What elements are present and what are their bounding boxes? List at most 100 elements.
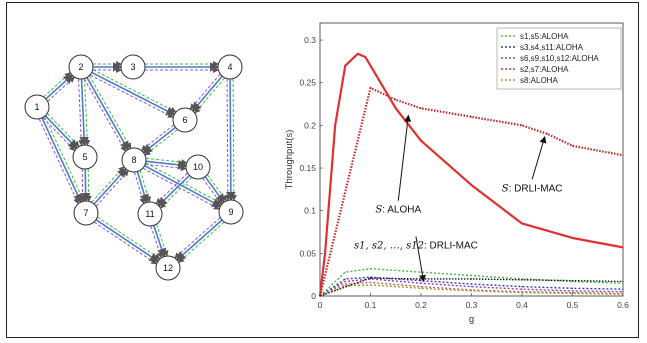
series-point-7 xyxy=(622,280,624,283)
series-point-0 xyxy=(571,237,574,239)
series-point-5 xyxy=(571,291,574,294)
series-point-7 xyxy=(369,277,372,279)
edge-8-10 xyxy=(145,157,188,172)
series-point-1 xyxy=(420,107,422,109)
series-point-3 xyxy=(571,287,574,289)
series-point-3 xyxy=(420,280,422,282)
edge-4-6 xyxy=(189,73,225,114)
series-point-1 xyxy=(546,133,548,135)
edge-10-11 xyxy=(155,172,192,209)
edge-2-6 xyxy=(90,69,177,118)
annotation-arrow-0 xyxy=(397,114,412,201)
node-8: 8 xyxy=(121,147,147,173)
node-label-2: 2 xyxy=(78,62,83,72)
series-point-5 xyxy=(344,283,346,285)
edge-5-7 xyxy=(79,168,92,203)
annotation-label-1: S: DRLI-MAC xyxy=(502,183,563,194)
series-line-5 xyxy=(319,281,624,297)
edge-8-11 xyxy=(134,170,151,205)
series-point-2 xyxy=(369,268,372,270)
series-point-6 xyxy=(622,293,624,295)
x-tick-label: 0.6 xyxy=(617,300,629,310)
y-tick-label: 0.2 xyxy=(304,120,316,130)
series-point-7 xyxy=(420,278,422,280)
y-tick-label: 0.25 xyxy=(299,78,316,88)
series-point-6 xyxy=(344,285,346,287)
edge-1-7 xyxy=(38,116,85,205)
series-point-0 xyxy=(364,56,367,58)
series-point-1 xyxy=(395,99,397,101)
node-7: 7 xyxy=(73,200,99,226)
series-point-0 xyxy=(395,107,397,109)
edge-2-5 xyxy=(78,78,91,147)
edge-7-8 xyxy=(91,166,129,207)
series-point-0 xyxy=(344,65,346,67)
node-label-10: 10 xyxy=(193,162,203,172)
y-axis-label: Throughput(s) xyxy=(284,130,295,190)
series-point-7 xyxy=(571,280,574,282)
series-point-3 xyxy=(369,276,372,278)
legend-label-0: s1,s5:ALOHA xyxy=(520,32,569,41)
legend-label-3: s2,s7:ALOHA xyxy=(520,65,569,74)
series-point-0 xyxy=(420,140,422,142)
series-point-3 xyxy=(470,283,473,285)
series-point-6 xyxy=(521,291,523,294)
annotation-arrow-1 xyxy=(531,135,547,180)
node-label-8: 8 xyxy=(131,155,136,165)
node-label-11: 11 xyxy=(145,209,154,219)
node-6: 6 xyxy=(172,107,198,133)
edge-1-5 xyxy=(42,113,80,152)
x-axis-label: g xyxy=(469,314,474,325)
y-tick-label: 0.3 xyxy=(304,35,316,45)
series-point-0 xyxy=(369,65,372,67)
series-point-6 xyxy=(369,284,372,286)
edge-10-9 xyxy=(202,174,227,205)
legend-label-1: s3,s4,s11:ALOHA xyxy=(520,43,584,52)
node-12: 12 xyxy=(155,255,181,281)
series-point-0 xyxy=(334,124,336,126)
series-point-6 xyxy=(470,290,473,292)
node-9: 9 xyxy=(218,199,244,225)
series-point-1 xyxy=(369,87,372,89)
edge-9-12 xyxy=(174,217,225,263)
series-point-4 xyxy=(571,290,574,292)
annotation-label-0: S: ALOHA xyxy=(375,205,421,216)
series-point-2 xyxy=(622,282,624,284)
series-point-4 xyxy=(344,280,346,283)
edge-7-12 xyxy=(94,216,161,265)
node-label-6: 6 xyxy=(182,115,187,125)
x-tick-label: 0.4 xyxy=(516,300,528,310)
node-3: 3 xyxy=(120,54,146,80)
node-5: 5 xyxy=(72,144,98,170)
series-point-1 xyxy=(521,124,523,126)
y-tick-label: 0.1 xyxy=(304,206,316,216)
series-point-5 xyxy=(369,281,372,283)
node-2: 2 xyxy=(68,54,94,80)
legend-box xyxy=(496,27,622,90)
y-tick-label: 0 xyxy=(311,291,316,301)
edge-6-8 xyxy=(140,124,178,156)
series-point-3 xyxy=(622,288,624,290)
edge-4-9 xyxy=(224,78,237,202)
node-label-3: 3 xyxy=(130,62,135,72)
node-label-4: 4 xyxy=(227,62,232,72)
x-tick-label: 0.5 xyxy=(567,300,579,310)
x-tick-label: 0.3 xyxy=(466,300,478,310)
node-label-5: 5 xyxy=(82,152,87,162)
series-point-1 xyxy=(470,116,473,118)
y-tick-label: 0.05 xyxy=(299,248,316,258)
series-point-7 xyxy=(470,278,473,280)
edge-3-4 xyxy=(145,61,220,73)
series-point-0 xyxy=(470,184,473,186)
series-point-4 xyxy=(369,278,372,280)
series-point-4 xyxy=(470,286,473,288)
series-line-4 xyxy=(319,278,624,297)
series-point-4 xyxy=(622,291,624,293)
series-point-7 xyxy=(319,295,321,297)
node-4: 4 xyxy=(217,54,243,80)
node-label-1: 1 xyxy=(34,102,39,112)
series-point-7 xyxy=(521,279,523,281)
node-label-9: 9 xyxy=(228,207,233,217)
series-point-0 xyxy=(324,252,326,254)
